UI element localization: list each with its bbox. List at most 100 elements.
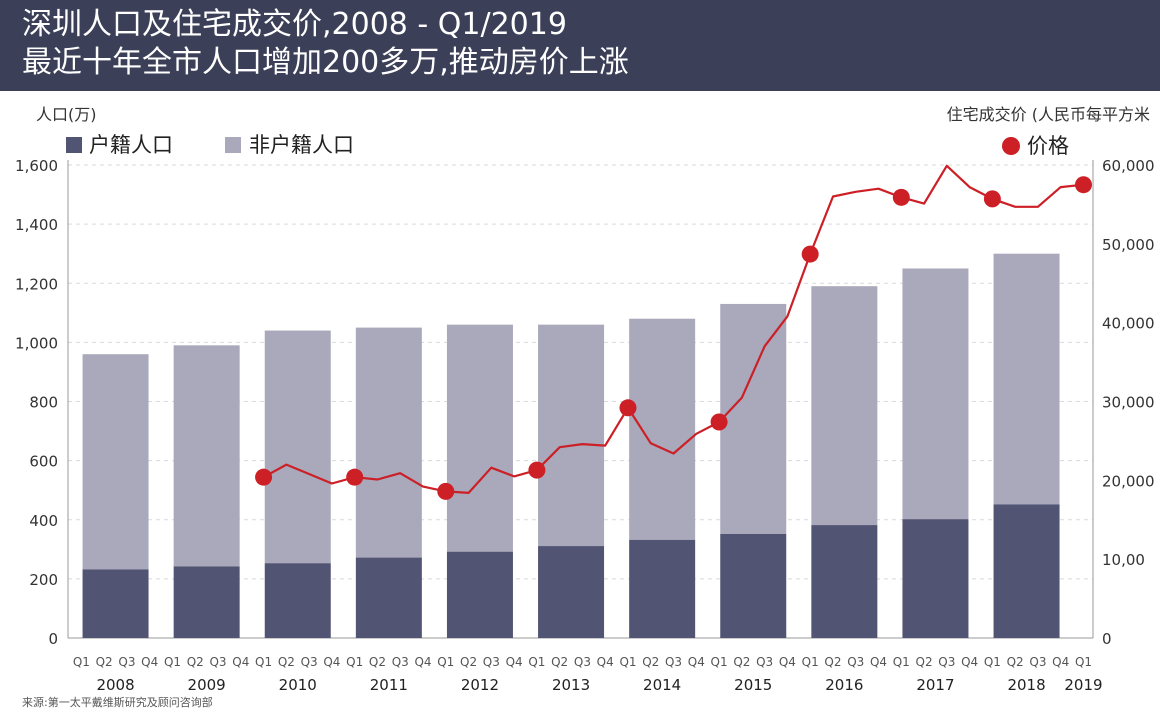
y-tick-right-label: 60,000 (1102, 157, 1155, 175)
price-marker (619, 399, 637, 417)
bar-hukou (629, 539, 696, 638)
bar-hukou (173, 566, 240, 638)
x-tick-quarter-label: Q2 (278, 655, 295, 669)
bar-hukou (902, 519, 969, 638)
y-tick-right-label: 20,000 (1102, 472, 1155, 490)
price-marker (801, 245, 819, 263)
x-tick-quarter-label: Q1 (1075, 655, 1092, 669)
bar-non-hukou (538, 324, 605, 547)
price-line (263, 164, 1084, 494)
x-tick-quarter-label: Q2 (733, 655, 750, 669)
x-tick-quarter-label: Q1 (528, 655, 545, 669)
y-tick-left-label: 600 (29, 453, 58, 471)
x-tick-quarter-label: Q4 (688, 655, 705, 669)
x-tick-year-label: 2014 (643, 676, 681, 694)
x-tick-year-label: 2011 (370, 676, 408, 694)
price-marker (255, 468, 273, 486)
x-tick-quarter-label: Q4 (506, 655, 523, 669)
legend-label-non-hukou: 非户籍人口 (249, 133, 354, 157)
legend-marker-price (1002, 137, 1020, 155)
bar-hukou (355, 557, 422, 638)
price-marker (346, 468, 364, 486)
x-tick-quarter-label: Q1 (984, 655, 1001, 669)
price-marker (983, 190, 1001, 208)
price-marker (710, 413, 728, 431)
chart-title: 深圳人口及住宅成交价,2008 - Q1/2019 (22, 7, 567, 42)
y-axis-left-label: 人口(万) (36, 105, 97, 124)
price-marker (528, 461, 546, 479)
x-tick-quarter-label: Q3 (938, 655, 955, 669)
x-tick-year-label: 2016 (825, 676, 863, 694)
x-tick-quarter-label: Q2 (824, 655, 841, 669)
bar-non-hukou (811, 286, 878, 526)
x-tick-quarter-label: Q4 (779, 655, 796, 669)
x-tick-quarter-label: Q3 (665, 655, 682, 669)
bar-hukou (264, 563, 331, 638)
x-tick-year-label: 2015 (734, 676, 772, 694)
bar-hukou (82, 569, 149, 638)
bar-hukou (811, 525, 878, 638)
x-tick-quarter-label: Q4 (141, 655, 158, 669)
x-tick-quarter-label: Q4 (414, 655, 431, 669)
x-tick-quarter-label: Q2 (551, 655, 568, 669)
x-tick-quarter-label: Q3 (574, 655, 591, 669)
x-tick-quarter-label: Q1 (893, 655, 910, 669)
price-marker (1074, 176, 1092, 194)
x-tick-quarter-label: Q4 (961, 655, 978, 669)
x-tick-quarter-label: Q4 (232, 655, 249, 669)
legend-swatch-hukou (66, 137, 82, 153)
x-tick-year-label: 2008 (96, 676, 134, 694)
x-tick-year-label: 2017 (916, 676, 954, 694)
x-tick-quarter-label: Q1 (346, 655, 363, 669)
bar-non-hukou (82, 354, 149, 570)
x-tick-quarter-label: Q1 (437, 655, 454, 669)
y-tick-right-label: 0 (1102, 630, 1112, 648)
x-tick-quarter-label: Q3 (118, 655, 135, 669)
x-tick-quarter-label: Q1 (619, 655, 636, 669)
y-tick-left-label: 1,400 (15, 216, 58, 234)
header-banner: 深圳人口及住宅成交价,2008 - Q1/2019 最近十年全市人口增加200多… (0, 0, 1160, 91)
x-tick-quarter-label: Q2 (187, 655, 204, 669)
y-tick-left-label: 1,000 (15, 334, 58, 352)
y-tick-right-label: 50,000 (1102, 236, 1155, 254)
x-tick-quarter-label: Q1 (73, 655, 90, 669)
y-tick-left-label: 0 (48, 630, 58, 648)
x-tick-quarter-label: Q1 (164, 655, 181, 669)
legend-label-price: 价格 (1027, 134, 1069, 158)
x-tick-quarter-label: Q4 (870, 655, 887, 669)
bar-non-hukou (355, 327, 422, 558)
x-tick-quarter-label: Q1 (255, 655, 272, 669)
x-tick-quarter-label: Q4 (597, 655, 614, 669)
x-tick-year-label: 2012 (461, 676, 499, 694)
x-tick-quarter-label: Q3 (1029, 655, 1046, 669)
x-tick-quarter-label: Q2 (916, 655, 933, 669)
x-tick-quarter-label: Q3 (483, 655, 500, 669)
y-tick-left-label: 200 (29, 571, 58, 589)
x-tick-quarter-label: Q1 (802, 655, 819, 669)
bar-hukou (538, 546, 605, 638)
bar-hukou (993, 504, 1060, 638)
x-tick-year-label: 2009 (188, 676, 226, 694)
bar-non-hukou (264, 330, 331, 564)
bar-non-hukou (629, 318, 696, 540)
x-tick-year-label: 2010 (279, 676, 317, 694)
y-axis-right-label: 住宅成交价 (人民币每平方米 (947, 105, 1150, 124)
bar-hukou (446, 551, 513, 638)
x-tick-quarter-label: Q2 (96, 655, 113, 669)
x-tick-quarter-label: Q3 (301, 655, 318, 669)
bar-non-hukou (993, 253, 1060, 505)
x-tick-quarter-label: Q3 (392, 655, 409, 669)
x-tick-year-label: 2013 (552, 676, 590, 694)
bar-non-hukou (446, 324, 513, 552)
x-tick-quarter-label: Q2 (369, 655, 386, 669)
legend-swatch-non-hukou (225, 137, 241, 153)
x-tick-quarter-label: Q3 (756, 655, 773, 669)
bar-non-hukou (173, 345, 240, 567)
x-tick-quarter-label: Q2 (642, 655, 659, 669)
price-marker (892, 188, 910, 206)
x-tick-quarter-label: Q2 (460, 655, 477, 669)
x-tick-quarter-label: Q4 (1052, 655, 1069, 669)
x-tick-quarter-label: Q3 (847, 655, 864, 669)
bar-hukou (720, 533, 787, 638)
